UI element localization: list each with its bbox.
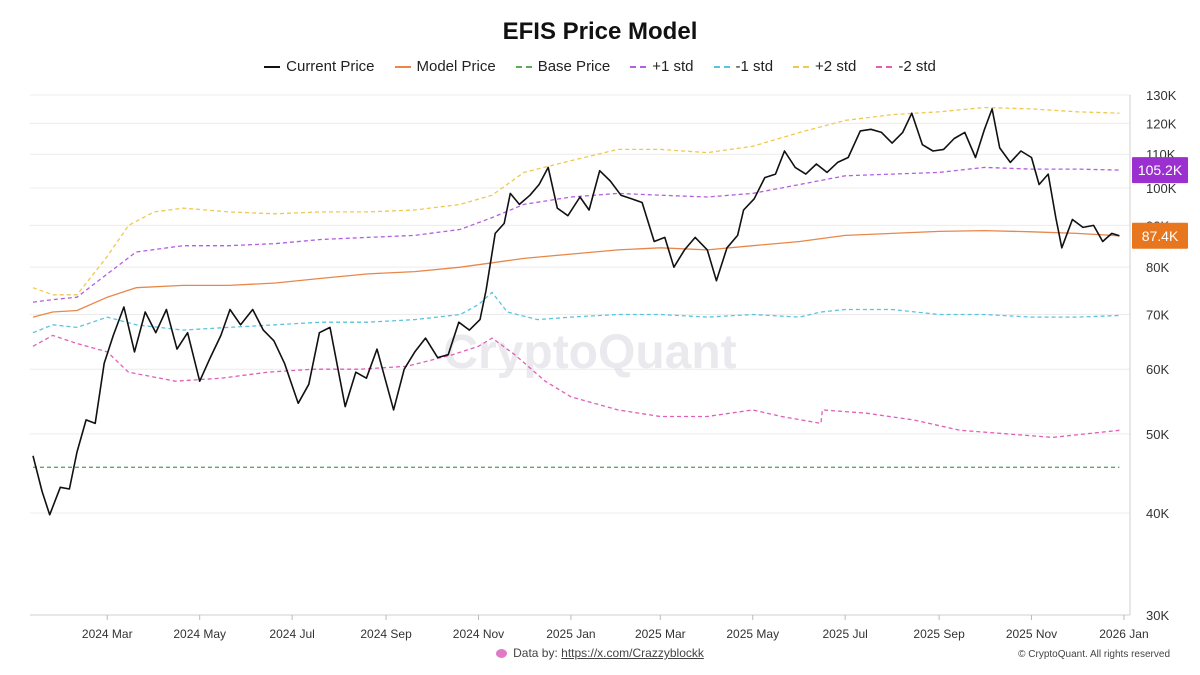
x-tick-label: 2026 Jan [1099,627,1148,641]
x-tick-label: 2024 May [173,627,226,641]
legend-item[interactable]: -2 std [876,58,936,75]
legend-label: +2 std [815,58,857,75]
legend-item[interactable]: -1 std [713,58,774,75]
source-link[interactable]: https://x.com/Crazzyblockk [561,646,704,660]
legend-swatch-icon [793,65,810,68]
y-tick-label: 70K [1146,308,1169,323]
legend-swatch-icon [394,65,411,68]
series-line--2-std [32,106,1120,296]
x-tick-label: 2025 May [726,627,779,641]
x-tick-label: 2025 Jul [822,627,867,641]
x-tick-label: 2024 Mar [82,627,133,641]
legend-label: Model Price [416,58,496,75]
current-value-label: 105.2K [1138,162,1183,178]
y-tick-label: 130K [1146,88,1177,103]
legend-item[interactable]: Base Price [515,58,611,75]
y-tick-label: 80K [1146,260,1169,275]
x-tick-label: 2025 Jan [546,627,595,641]
x-tick-label: 2024 Sep [360,627,412,641]
footer-source: Data by: https://x.com/Crazzyblockk [0,646,1200,660]
y-tick-label: 30K [1146,608,1169,623]
series-line--1-std [32,166,1120,303]
source-dot-icon [496,649,508,658]
legend-swatch-icon [713,65,730,68]
legend-item[interactable]: +1 std [630,58,694,75]
source-prefix: Data by: [513,646,558,660]
watermark-text: CryptoQuant [443,326,736,379]
x-tick-label: 2025 Mar [635,627,686,641]
series-line--1-std [32,291,1120,334]
legend-label: +1 std [652,58,694,75]
series-line-current-price [32,108,1120,516]
y-tick-label: 40K [1146,506,1169,521]
legend-swatch-icon [876,65,893,68]
x-tick-label: 2025 Sep [913,627,965,641]
legend-swatch-icon [264,65,281,68]
y-tick-label: 50K [1146,427,1169,442]
legend-label: -1 std [735,58,774,75]
y-tick-label: 120K [1146,116,1177,131]
series-line--2-std [32,334,1120,439]
x-tick-label: 2024 Jul [269,627,314,641]
current-value-badge [1132,157,1188,184]
legend-label: Current Price [286,58,375,75]
chart-legend: Current Price Model Price Base Price +1 std… [0,58,1200,75]
current-value-label: 87.4K [1142,228,1179,244]
current-value-badge [1132,222,1188,249]
legend-item[interactable]: Current Price [264,58,375,75]
legend-label: -2 std [898,58,936,75]
x-tick-label: 2024 Nov [453,627,504,641]
legend-item[interactable]: +2 std [793,58,856,75]
copyright-notice: © CryptoQuant. All rights reserved [1018,649,1170,660]
legend-label: Base Price [537,58,611,75]
legend-swatch-icon [630,65,647,68]
legend-swatch-icon [515,65,532,68]
y-tick-label: 100K [1146,181,1177,196]
series-line-model-price [32,229,1120,318]
chart-title: EFIS Price Model [502,18,698,45]
x-tick-label: 2025 Nov [1006,627,1057,641]
legend-item[interactable]: Model Price [394,58,496,75]
y-tick-label: 60K [1146,362,1169,377]
